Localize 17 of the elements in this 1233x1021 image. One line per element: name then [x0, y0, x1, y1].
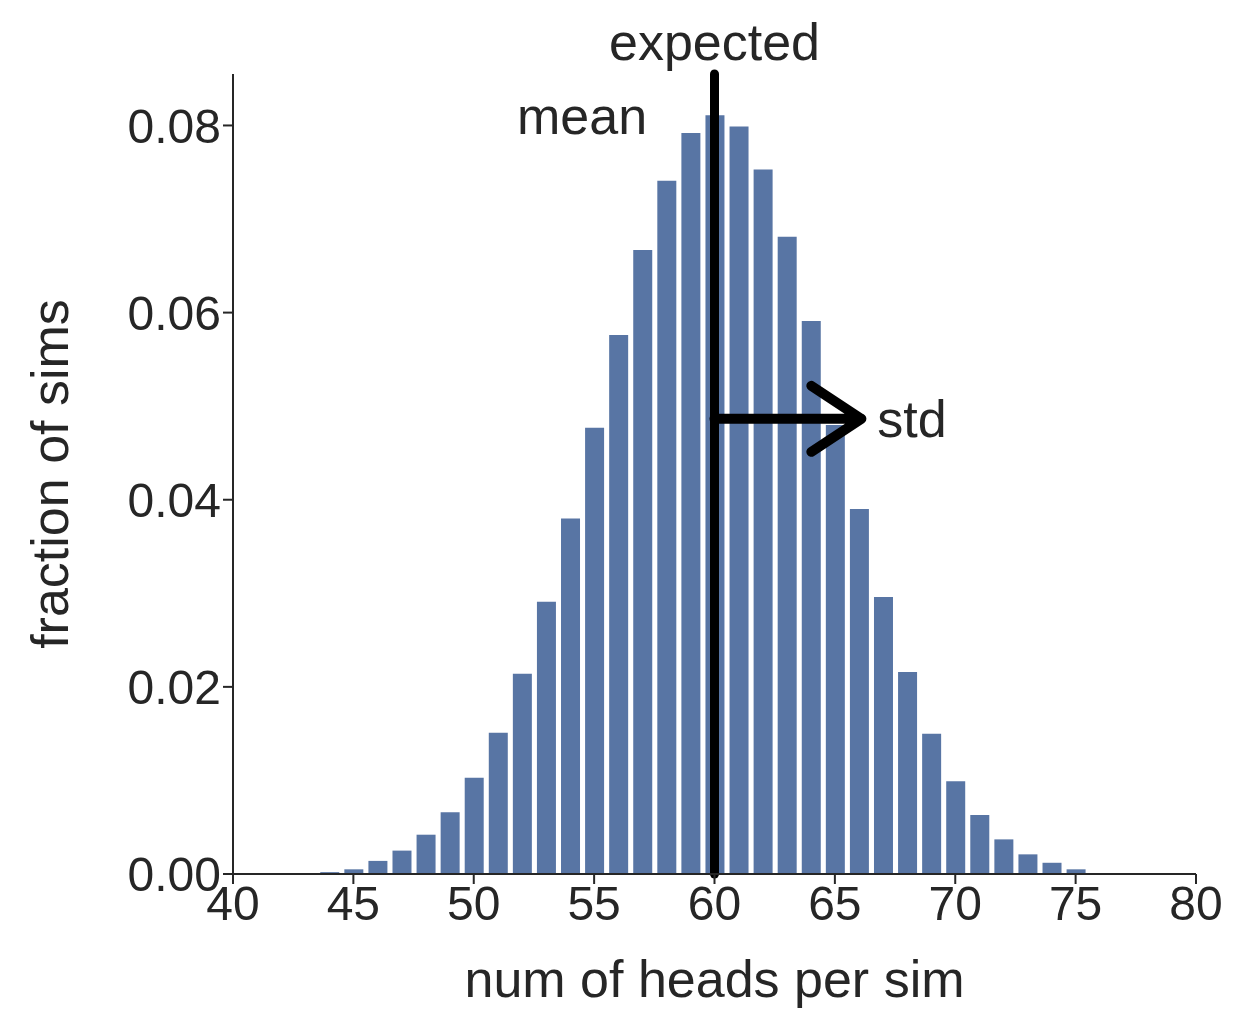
y-tick-label: 0.04: [127, 473, 221, 527]
y-tick-label: 0.06: [127, 286, 221, 340]
annotation: mean: [517, 86, 648, 145]
x-tick-label: 80: [1169, 877, 1223, 931]
x-tick-label: 50: [447, 877, 501, 931]
x-tick-label: 70: [928, 877, 982, 931]
y-tick-label: 0.08: [127, 99, 221, 153]
y-tick-label: 0.02: [127, 660, 221, 714]
x-tick-label: 75: [1048, 877, 1103, 931]
y-axis-title: fraction of sims: [21, 299, 80, 649]
ref-line-label: expected: [608, 13, 821, 71]
x-tick-label: 60: [687, 877, 742, 931]
x-tick-label: 45: [326, 877, 381, 931]
annotation: std: [877, 390, 947, 448]
x-tick-label: 65: [808, 877, 862, 931]
x-axis-title: num of heads per sim: [464, 950, 965, 1008]
x-tick-label: 55: [567, 877, 621, 931]
